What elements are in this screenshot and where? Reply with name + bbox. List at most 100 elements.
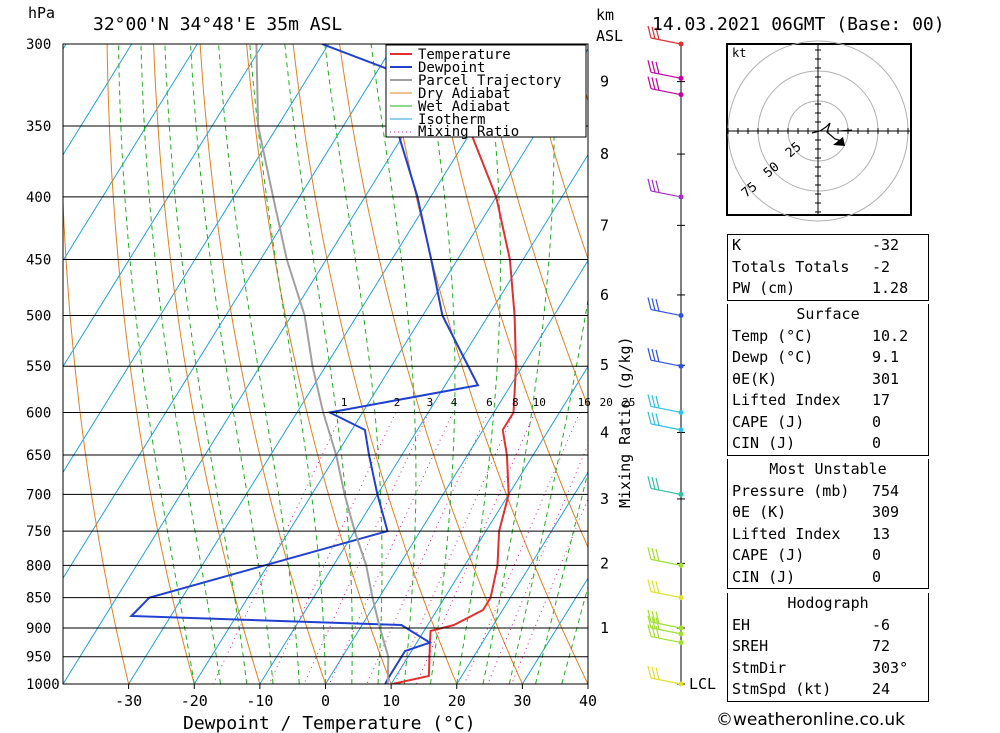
pressure-tick-label: 450: [26, 253, 51, 269]
datetime-title: 14.03.2021 06GMT (Base: 00): [652, 14, 945, 35]
wet-adiabat-line: [190, 44, 274, 684]
pressure-tick-label: 900: [26, 621, 51, 637]
dry-adiabat-line: [199, 44, 326, 684]
dry-adiabat-line: [478, 44, 588, 408]
totals-totals-row: Totals Totals -2: [728, 257, 928, 279]
surface-temp-row: Temp (°C) 10.2: [728, 326, 928, 348]
pw-value: 1.28: [872, 279, 909, 297]
series-line-temperature: [392, 44, 518, 684]
wind-barb-flag: [647, 547, 652, 560]
pressure-tick-label: 1000: [26, 677, 60, 693]
wind-barbs: [647, 25, 684, 687]
wind-barb-flag: [647, 609, 652, 623]
x-tick-label: 10: [382, 692, 400, 710]
mu-cape-row: CAPE (J) 0: [728, 545, 928, 567]
wind-barb-flag: [647, 297, 652, 310]
wind-barb-flag: [647, 76, 652, 89]
mixing-ratio-label: 16: [578, 396, 591, 409]
wind-barb-flag: [647, 615, 652, 629]
pw-row: PW (cm) 1.28: [728, 278, 928, 300]
mu-li-label: Lifted Index: [732, 524, 841, 543]
wind-barb-flag: [651, 610, 656, 623]
indices-panel: K -32 Totals Totals -2 PW (cm) 1.28: [727, 234, 929, 301]
wind-barb-flag: [655, 61, 660, 75]
mixing-ratio-label: 4: [451, 396, 458, 409]
wind-barb-staff: [650, 308, 682, 317]
wet-adiabat-line: [456, 44, 501, 684]
hodograph-stats-title: Hodograph: [787, 594, 869, 612]
wet-adiabat-line: [218, 44, 300, 684]
pressure-tick-label: 850: [26, 591, 51, 607]
wind-barb-flag: [655, 611, 660, 624]
isotherm-line: [63, 44, 264, 368]
wind-barb-flag: [655, 78, 660, 91]
legend-box: [385, 44, 587, 138]
height-tick-label: 4: [600, 423, 609, 441]
series-line-parcel-trajectory: [255, 44, 390, 684]
wind-barb-flag: [655, 395, 660, 409]
wind-barb-staff: [650, 423, 682, 431]
surface-cin-value: 0: [872, 434, 882, 452]
x-tick-label: 30: [513, 692, 531, 710]
mixing-ratio-line: [212, 412, 344, 684]
height-tick-label: 1: [600, 619, 609, 637]
surface-title: Surface: [796, 305, 860, 323]
surface-dewp-value: 9.1: [872, 348, 900, 366]
mixing-ratio-axis-title: Mixing Ratio (g/kg): [616, 336, 634, 508]
isotherm-line: [63, 44, 198, 262]
most-unstable-panel: Most Unstable Pressure (mb) 754 θE (K) 309…: [727, 459, 929, 589]
credit-link[interactable]: ©weatheronline.co.uk: [716, 710, 906, 730]
eh-label: EH: [732, 615, 751, 634]
isotherm-line: [456, 471, 588, 684]
wind-barb-flag: [655, 298, 660, 312]
mixing-ratio-label: 2: [394, 396, 401, 409]
wind-barb-flag: [647, 624, 652, 637]
isotherm-line: [63, 44, 461, 684]
height-tick-label: 9: [600, 73, 609, 91]
wind-barb-staff: [650, 677, 682, 685]
eh-value: -6: [872, 615, 891, 634]
wind-barb-staff: [650, 627, 682, 635]
surface-cape-value: 0: [872, 412, 882, 431]
surface-cin-row: CIN (J) 0: [728, 433, 928, 455]
series-line-dewpoint: [129, 44, 480, 684]
wind-barb-flag: [655, 548, 660, 562]
mixing-ratio-line: [511, 497, 588, 684]
wind-barb-flag: [651, 580, 656, 593]
wet-adiabat-line: [482, 44, 555, 684]
x-tick-label: -20: [181, 692, 208, 710]
wind-barb-flag: [655, 626, 660, 639]
wind-barb-flag: [651, 26, 656, 39]
mixing-ratio-labels: 1 2 3 4 6 8 10 16 20 25: [341, 396, 636, 409]
legend: Temperature Dewpoint Parcel Trajectory D…: [385, 44, 587, 140]
mixing-ratio-label: 3: [427, 396, 434, 409]
wind-barb-flag: [647, 411, 652, 425]
mu-pressure-label: Pressure (mb): [732, 481, 850, 500]
wind-barb-staff: [650, 71, 682, 79]
x-tick-label: 20: [448, 692, 466, 710]
stmspd-label: StmSpd (kt): [732, 680, 832, 698]
stmspd-value: 24: [872, 680, 891, 698]
mixing-ratio-line: [394, 412, 515, 684]
isotherm-line: [390, 365, 588, 684]
wet-adiabat-line: [324, 44, 383, 684]
wind-barb-flag: [651, 77, 656, 90]
wind-barb-flag: [651, 625, 656, 638]
wind-barb-staff: [650, 621, 682, 629]
wind-barb-flag: [647, 579, 652, 592]
wet-adiabat-line: [561, 584, 588, 684]
isotherm-line: [63, 44, 133, 156]
isotherm-line: [325, 259, 588, 684]
height-tick-label: 8: [600, 145, 609, 163]
legend-label-mixing-ratio: Mixing Ratio: [418, 124, 519, 140]
stmdir-label: StmDir: [732, 658, 787, 677]
isotherm-line: [128, 44, 526, 684]
wind-barb-staff: [650, 405, 682, 414]
wet-adiabat-line: [164, 44, 248, 684]
dry-adiabat-line: [991, 44, 1000, 684]
mu-li-row: Lifted Index 13: [728, 524, 928, 546]
wind-barb-flag: [655, 180, 660, 193]
mixing-ratio-label: 6: [486, 396, 493, 409]
mu-li-value: 13: [872, 524, 891, 543]
surface-li-label: Lifted Index: [732, 391, 841, 409]
